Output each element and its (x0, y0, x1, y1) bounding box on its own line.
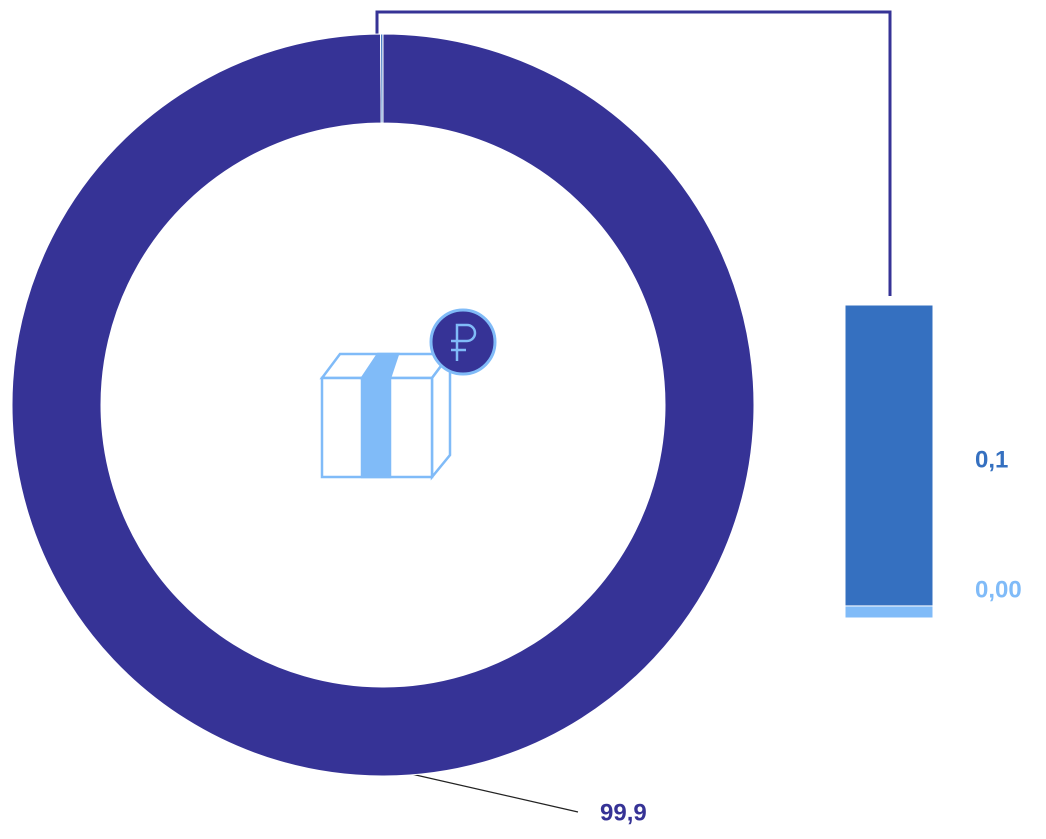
breakout-bar-segment (844, 605, 934, 619)
value-label: 0,1 (975, 446, 1008, 473)
value-label: 99,9 (600, 799, 647, 826)
leader-line (384, 767, 579, 813)
donut-slice (11, 33, 755, 777)
breakout-bar-segment (844, 304, 934, 607)
gift-icon (319, 308, 497, 481)
value-label: 0,00 (975, 576, 1022, 603)
